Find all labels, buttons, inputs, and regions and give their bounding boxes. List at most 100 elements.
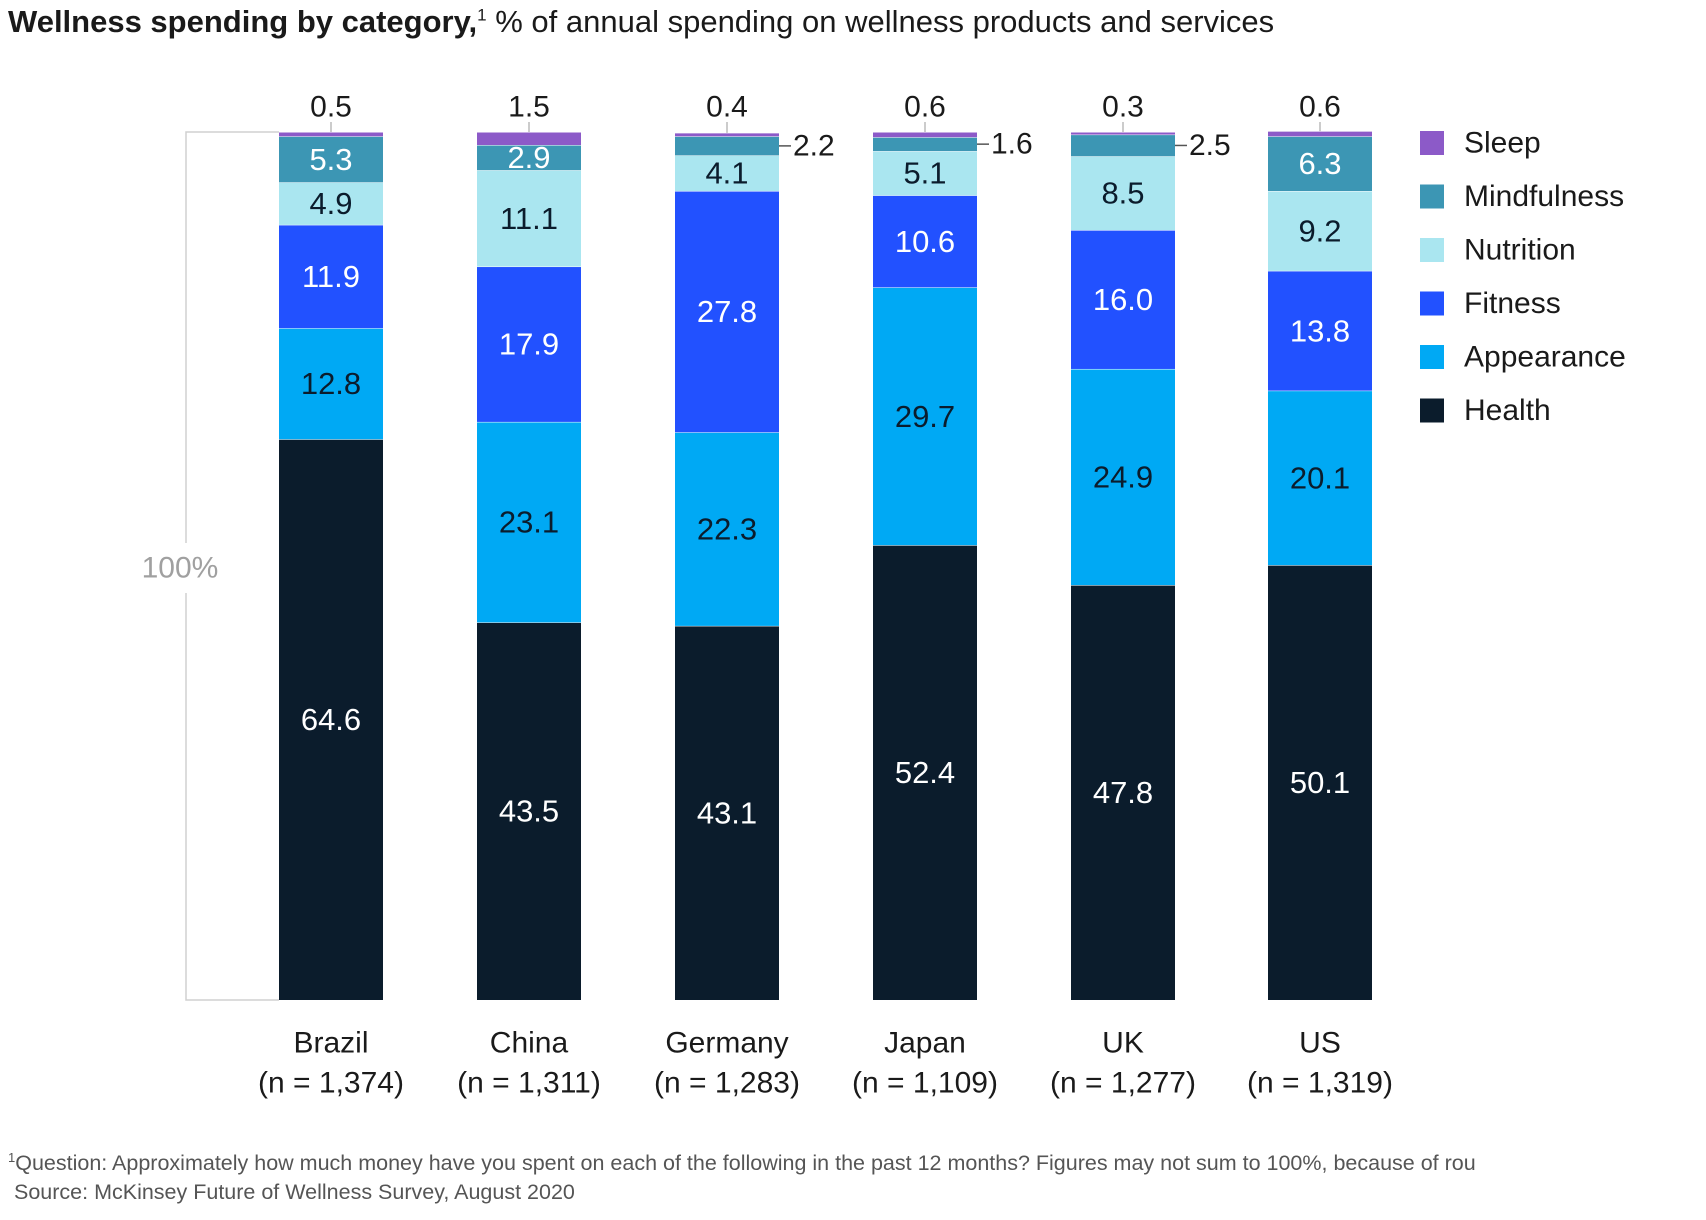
legend-swatch-mindfulness (1420, 184, 1444, 209)
data-label-appearance-uk: 24.9 (1093, 460, 1153, 495)
category-label-germany: Germany (665, 1027, 788, 1060)
category-label-japan: Japan (884, 1027, 966, 1060)
data-label-appearance-brazil: 12.8 (301, 366, 361, 401)
bar-segment-nutrition-germany (675, 155, 779, 192)
bar-segment-nutrition-us (1268, 191, 1372, 271)
data-label-mindfulness-germany: 2.2 (793, 129, 835, 162)
category-label-brazil: Brazil (293, 1027, 368, 1060)
category-sample-size-japan: (n = 1,109) (852, 1067, 998, 1100)
bar-segment-nutrition-brazil (279, 182, 383, 225)
bar-segment-fitness-brazil (279, 224, 383, 329)
footnote-marker: 1 (8, 1150, 16, 1165)
data-label-mindfulness-uk: 2.5 (1189, 129, 1231, 162)
category-label-uk: UK (1102, 1027, 1144, 1060)
chart-title: Wellness spending by category,1 % of ann… (8, 4, 1274, 40)
bar-segment-sleep-china (477, 132, 581, 146)
bar-segment-appearance-brazil (279, 328, 383, 440)
data-label-mindfulness-china: 2.9 (507, 140, 550, 175)
data-label-sleep-uk: 0.3 (1102, 91, 1144, 124)
data-label-nutrition-germany: 4.1 (705, 156, 748, 191)
bar-segment-fitness-germany (675, 191, 779, 433)
category-sample-size-us: (n = 1,319) (1247, 1067, 1393, 1100)
bar-segment-sleep-us (1268, 131, 1372, 137)
data-label-sleep-japan: 0.6 (904, 91, 946, 124)
data-label-sleep-china: 1.5 (508, 91, 550, 124)
legend-swatch-nutrition (1420, 238, 1444, 262)
footnote-text: Question: Approximately how much money h… (15, 1151, 1476, 1176)
bar-segment-fitness-china (477, 266, 581, 422)
bar-segment-appearance-china (477, 421, 581, 623)
bar-segment-sleep-japan (873, 132, 977, 138)
data-label-health-uk: 47.8 (1093, 775, 1153, 810)
data-label-health-us: 50.1 (1290, 765, 1350, 800)
data-label-sleep-brazil: 0.5 (310, 91, 352, 124)
legend-label-health: Health (1464, 394, 1551, 427)
data-label-nutrition-japan: 5.1 (903, 156, 946, 191)
data-label-mindfulness-us: 6.3 (1298, 146, 1341, 181)
data-label-health-china: 43.5 (499, 794, 559, 829)
bar-segment-health-brazil (279, 439, 383, 1001)
bar-segment-sleep-brazil (279, 132, 383, 137)
legend-swatch-appearance (1420, 345, 1444, 369)
legend-label-fitness: Fitness (1464, 287, 1561, 320)
data-label-mindfulness-brazil: 5.3 (309, 142, 352, 177)
title-footnote-marker: 1 (477, 5, 487, 25)
bar-segment-health-germany (675, 625, 779, 1000)
data-label-fitness-japan: 10.6 (895, 224, 955, 259)
category-sample-size-brazil: (n = 1,374) (258, 1067, 404, 1100)
stacked-bar-chart: 100% 64.6 12.8 11.9 4.9 5.3 0.5 Brazil (n = 1,37… (120, 90, 1626, 1100)
data-label-fitness-uk: 16.0 (1093, 282, 1153, 317)
bar-segment-mindfulness-china (477, 145, 581, 171)
bar-segment-health-uk (1071, 585, 1175, 1000)
category-label-china: China (490, 1027, 569, 1060)
legend-swatch-health (1420, 398, 1444, 423)
bar-segment-appearance-us (1268, 390, 1372, 566)
data-label-fitness-germany: 27.8 (697, 294, 757, 329)
bar-segment-sleep-germany (675, 132, 779, 137)
title-bold: Wellness spending by category, (8, 4, 478, 39)
bar-segment-health-china (477, 622, 581, 1000)
category-sample-size-germany: (n = 1,283) (654, 1067, 800, 1100)
data-label-health-germany: 43.1 (697, 795, 757, 830)
bar-segment-mindfulness-us (1268, 136, 1372, 192)
data-label-sleep-us: 0.6 (1299, 91, 1341, 124)
bar-segment-appearance-japan (873, 287, 977, 546)
bar-segment-mindfulness-japan (873, 137, 977, 152)
data-label-fitness-china: 17.9 (499, 327, 559, 362)
source-note: Source: McKinsey Future of Wellness Surv… (14, 1180, 575, 1204)
data-label-nutrition-brazil: 4.9 (309, 186, 352, 221)
legend-swatch-fitness (1420, 291, 1444, 316)
bar-segment-sleep-uk (1071, 132, 1175, 135)
chart-subtitle: % of annual spending on wellness product… (486, 4, 1275, 39)
footnote: 1Question: Approximately how much money … (8, 1150, 1476, 1176)
data-label-fitness-us: 13.8 (1290, 313, 1350, 348)
data-label-nutrition-us: 9.2 (1298, 213, 1341, 248)
category-sample-size-uk: (n = 1,277) (1050, 1067, 1196, 1100)
legend-label-mindfulness: Mindfulness (1464, 180, 1624, 213)
bar-segment-mindfulness-germany (675, 136, 779, 156)
bar-segment-nutrition-china (477, 170, 581, 267)
legend-label-appearance: Appearance (1464, 341, 1626, 374)
legend-label-nutrition: Nutrition (1464, 234, 1576, 267)
data-label-health-brazil: 64.6 (301, 702, 361, 737)
data-label-mindfulness-japan: 1.6 (991, 128, 1033, 161)
legend-swatch-sleep (1420, 131, 1444, 155)
bar-segment-health-japan (873, 545, 977, 1000)
data-label-appearance-germany: 22.3 (697, 512, 757, 547)
data-label-appearance-japan: 29.7 (895, 399, 955, 434)
bar-segment-appearance-germany (675, 432, 779, 626)
bar-segment-fitness-us (1268, 270, 1372, 391)
data-label-sleep-germany: 0.4 (706, 91, 748, 124)
total-label-bg (120, 543, 230, 593)
data-label-appearance-us: 20.1 (1290, 460, 1350, 495)
category-sample-size-china: (n = 1,311) (457, 1067, 601, 1100)
data-label-appearance-china: 23.1 (499, 505, 559, 540)
data-label-fitness-brazil: 11.9 (302, 259, 360, 294)
bar-segment-fitness-uk (1071, 230, 1175, 369)
legend-label-sleep: Sleep (1464, 127, 1541, 160)
bar-segment-mindfulness-uk (1071, 134, 1175, 157)
data-label-health-japan: 52.4 (895, 755, 955, 790)
data-label-nutrition-uk: 8.5 (1101, 176, 1144, 211)
bar-segment-fitness-japan (873, 195, 977, 288)
category-label-us: US (1299, 1027, 1341, 1060)
